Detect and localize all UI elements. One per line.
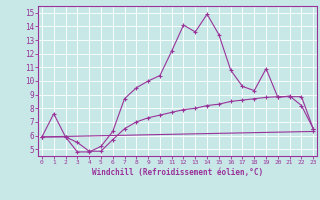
X-axis label: Windchill (Refroidissement éolien,°C): Windchill (Refroidissement éolien,°C) (92, 168, 263, 177)
